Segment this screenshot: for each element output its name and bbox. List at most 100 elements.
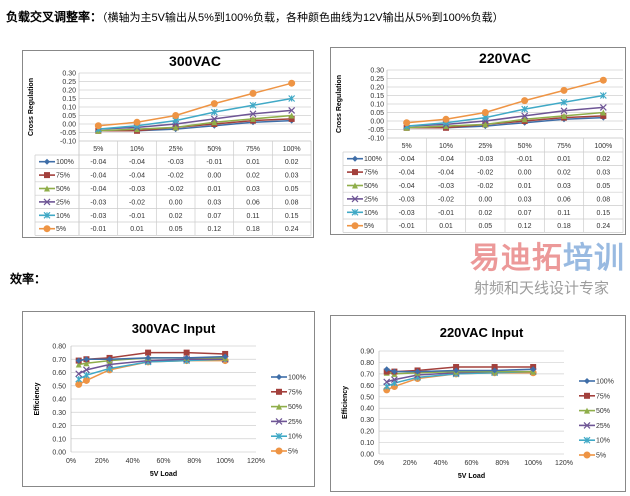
- data-point-5%: [442, 115, 450, 123]
- x-tick-label: 120%: [247, 458, 265, 465]
- data-point-100%: [491, 367, 498, 374]
- x-axis-label: 5V Load: [150, 471, 177, 478]
- series-line-75%: [406, 115, 604, 129]
- y-tick-label: 0.60: [360, 383, 374, 390]
- legend-label: 100%: [288, 375, 306, 382]
- legend-marker-5%: [351, 222, 359, 230]
- table-cell: -0.01: [399, 223, 415, 230]
- table-cell: 0.00: [479, 196, 493, 203]
- y-tick-label: -0.05: [368, 127, 384, 134]
- y-tick-label: 0.20: [360, 429, 374, 436]
- data-point-75%: [288, 115, 295, 122]
- table-cell: 0.05: [169, 226, 183, 233]
- legend-marker-25%: [275, 417, 283, 425]
- y-tick-label: 0.70: [360, 371, 374, 378]
- chart-title: 300VAC: [169, 53, 221, 69]
- legend-label: 50%: [288, 404, 302, 411]
- y-tick-label: 0.15: [62, 96, 76, 103]
- data-point-25%: [249, 110, 257, 118]
- category-label: 5%: [93, 146, 103, 153]
- y-tick-label: 0.10: [52, 436, 66, 443]
- legend-marker-100%: [276, 374, 282, 380]
- data-point-25%: [210, 115, 218, 123]
- data-point-5%: [172, 112, 180, 119]
- series-line-25%: [406, 106, 604, 127]
- y-tick-label: 0.25: [62, 79, 76, 86]
- table-cell: -0.04: [129, 159, 145, 166]
- series-label: 50%: [56, 186, 70, 193]
- table-cell: 0.06: [557, 196, 571, 203]
- x-tick-label: 20%: [403, 460, 417, 467]
- y-tick-label: 0.05: [62, 113, 76, 120]
- table-cell: -0.01: [206, 159, 222, 166]
- y-tick-label: 0.20: [370, 85, 384, 92]
- data-point-50%: [288, 112, 295, 119]
- table-cell: 0.02: [479, 210, 493, 217]
- data-point-5%: [133, 118, 141, 126]
- table-cell: -0.02: [168, 173, 184, 180]
- data-point-75%: [145, 349, 152, 356]
- data-point-50%: [443, 123, 449, 130]
- data-point-100%: [75, 357, 82, 364]
- legend-marker-75%: [584, 392, 590, 399]
- legend-marker-10%: [583, 436, 591, 444]
- legend-marker-5%: [583, 451, 591, 459]
- legend-marker-10%: [275, 432, 283, 440]
- data-point-25%: [560, 107, 568, 115]
- legend-label: 5%: [596, 453, 606, 460]
- series-line-5%: [386, 371, 534, 391]
- table-cell: -0.01: [517, 156, 533, 163]
- table-cell: -0.01: [129, 213, 145, 220]
- legend-marker-50%: [276, 403, 282, 410]
- table-cell: 0.01: [208, 186, 222, 193]
- y-tick-label: -0.05: [60, 130, 76, 137]
- legend-marker-50%: [352, 182, 358, 189]
- table-cell: -0.02: [477, 183, 493, 190]
- table-cell: 0.01: [130, 226, 144, 233]
- legend-marker-25%: [583, 421, 591, 429]
- data-point-50%: [75, 361, 82, 368]
- table-cell: 0.00: [518, 170, 532, 177]
- series-line-50%: [406, 111, 604, 129]
- table-cell: -0.03: [90, 213, 106, 220]
- table-cell: -0.02: [168, 186, 184, 193]
- data-point-50%: [250, 115, 256, 122]
- data-point-100%: [383, 366, 390, 373]
- table-cell: 0.12: [208, 226, 222, 233]
- table-cell: -0.02: [477, 170, 493, 177]
- table-cell: -0.04: [438, 170, 454, 177]
- legend-marker-75%: [352, 169, 358, 176]
- legend-marker-5%: [275, 447, 283, 455]
- table-cell: 0.05: [597, 183, 611, 190]
- series-label: 25%: [56, 199, 70, 206]
- legend-marker-75%: [44, 172, 50, 179]
- table-cell: 0.05: [479, 223, 493, 230]
- series-label: 10%: [56, 213, 70, 220]
- table-cell: 0.02: [169, 213, 183, 220]
- data-point-25%: [288, 106, 296, 114]
- watermark-subtitle: 射频和天线设计专家: [474, 280, 610, 297]
- y-tick-label: 0.00: [370, 119, 384, 126]
- chart-cross-regulation-220vac: 220VAC Cross Regulation 0.30 0.25 0.20 0.15 0.…: [330, 47, 626, 235]
- legend-label: 75%: [288, 389, 302, 396]
- data-point-75%: [491, 364, 498, 371]
- table-cell: 0.12: [518, 223, 532, 230]
- y-tick-label: 0.30: [370, 68, 384, 75]
- y-tick-label: 0.10: [360, 440, 374, 447]
- y-tick-label: 0.10: [62, 105, 76, 112]
- data-point-100%: [414, 368, 421, 375]
- data-point-75%: [453, 364, 460, 371]
- x-tick-label: 80%: [495, 460, 509, 467]
- series-label: 25%: [364, 196, 378, 203]
- chart-svg: 220VAC Input Efficiency 5V Load 0.90 0.80 0.7…: [342, 325, 614, 480]
- table-cell: 0.01: [439, 223, 453, 230]
- efficiency-heading: 效率：: [10, 270, 46, 287]
- y-axis-label: Cross Regulation: [28, 78, 35, 136]
- table-cell: 0.05: [285, 186, 299, 193]
- data-point-100%: [83, 356, 90, 363]
- table-cell: 0.24: [597, 223, 611, 230]
- table-cell: 0.02: [285, 159, 299, 166]
- category-label: 50%: [207, 146, 221, 153]
- y-tick-label: 0.90: [360, 349, 374, 356]
- category-label: 100%: [283, 146, 301, 153]
